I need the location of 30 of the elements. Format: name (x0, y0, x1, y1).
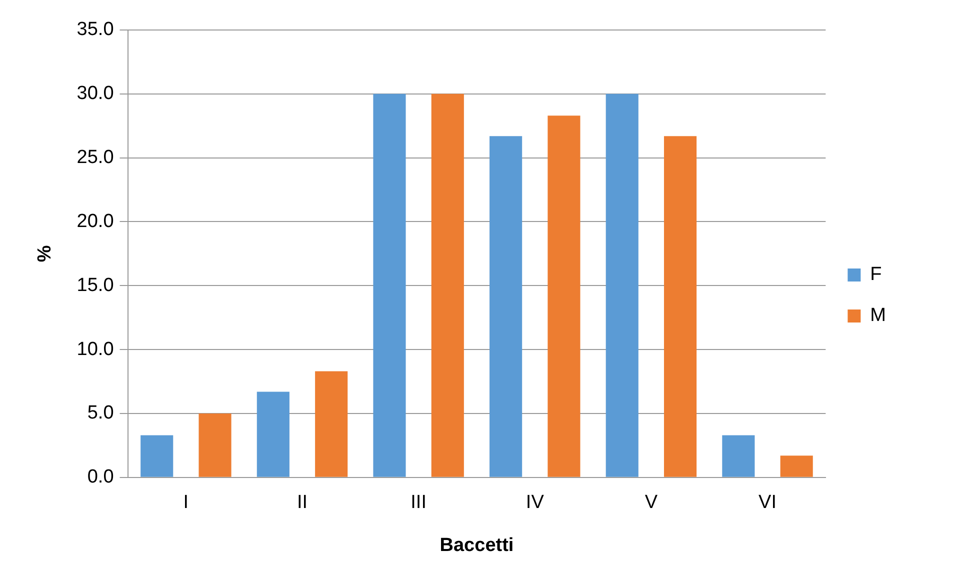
y-tick-label: 30.0 (76, 83, 114, 104)
bar (373, 94, 406, 477)
y-tick-label: 35.0 (76, 19, 114, 40)
y-tick-label: 15.0 (76, 274, 114, 296)
x-tick-label: IV (526, 492, 544, 514)
bar (606, 94, 638, 477)
bar (431, 94, 464, 477)
x-tick-label: V (644, 492, 658, 514)
bar (548, 116, 580, 477)
bar (140, 435, 174, 477)
x-tick-label: I (183, 492, 189, 514)
y-tick-label: 10.0 (76, 338, 114, 360)
bar (256, 392, 290, 477)
y-tick-label: 25.0 (76, 147, 114, 168)
legend-label: M (870, 305, 886, 326)
bar (198, 413, 232, 477)
y-tick-label: 0.0 (87, 466, 114, 488)
y-tick-label: 20.0 (76, 210, 114, 232)
bar (664, 136, 697, 477)
bar (315, 371, 348, 477)
y-tick-label: 5.0 (87, 402, 114, 424)
x-tick-label: VI (758, 492, 776, 514)
y-axis-title: % (34, 245, 56, 262)
legend-label: F (870, 264, 882, 286)
bar (490, 136, 522, 477)
bar (780, 456, 813, 477)
x-tick-label: II (296, 492, 308, 514)
x-axis-title: Baccetti (440, 534, 514, 556)
bar (722, 435, 755, 477)
x-tick-label: III (410, 492, 426, 514)
